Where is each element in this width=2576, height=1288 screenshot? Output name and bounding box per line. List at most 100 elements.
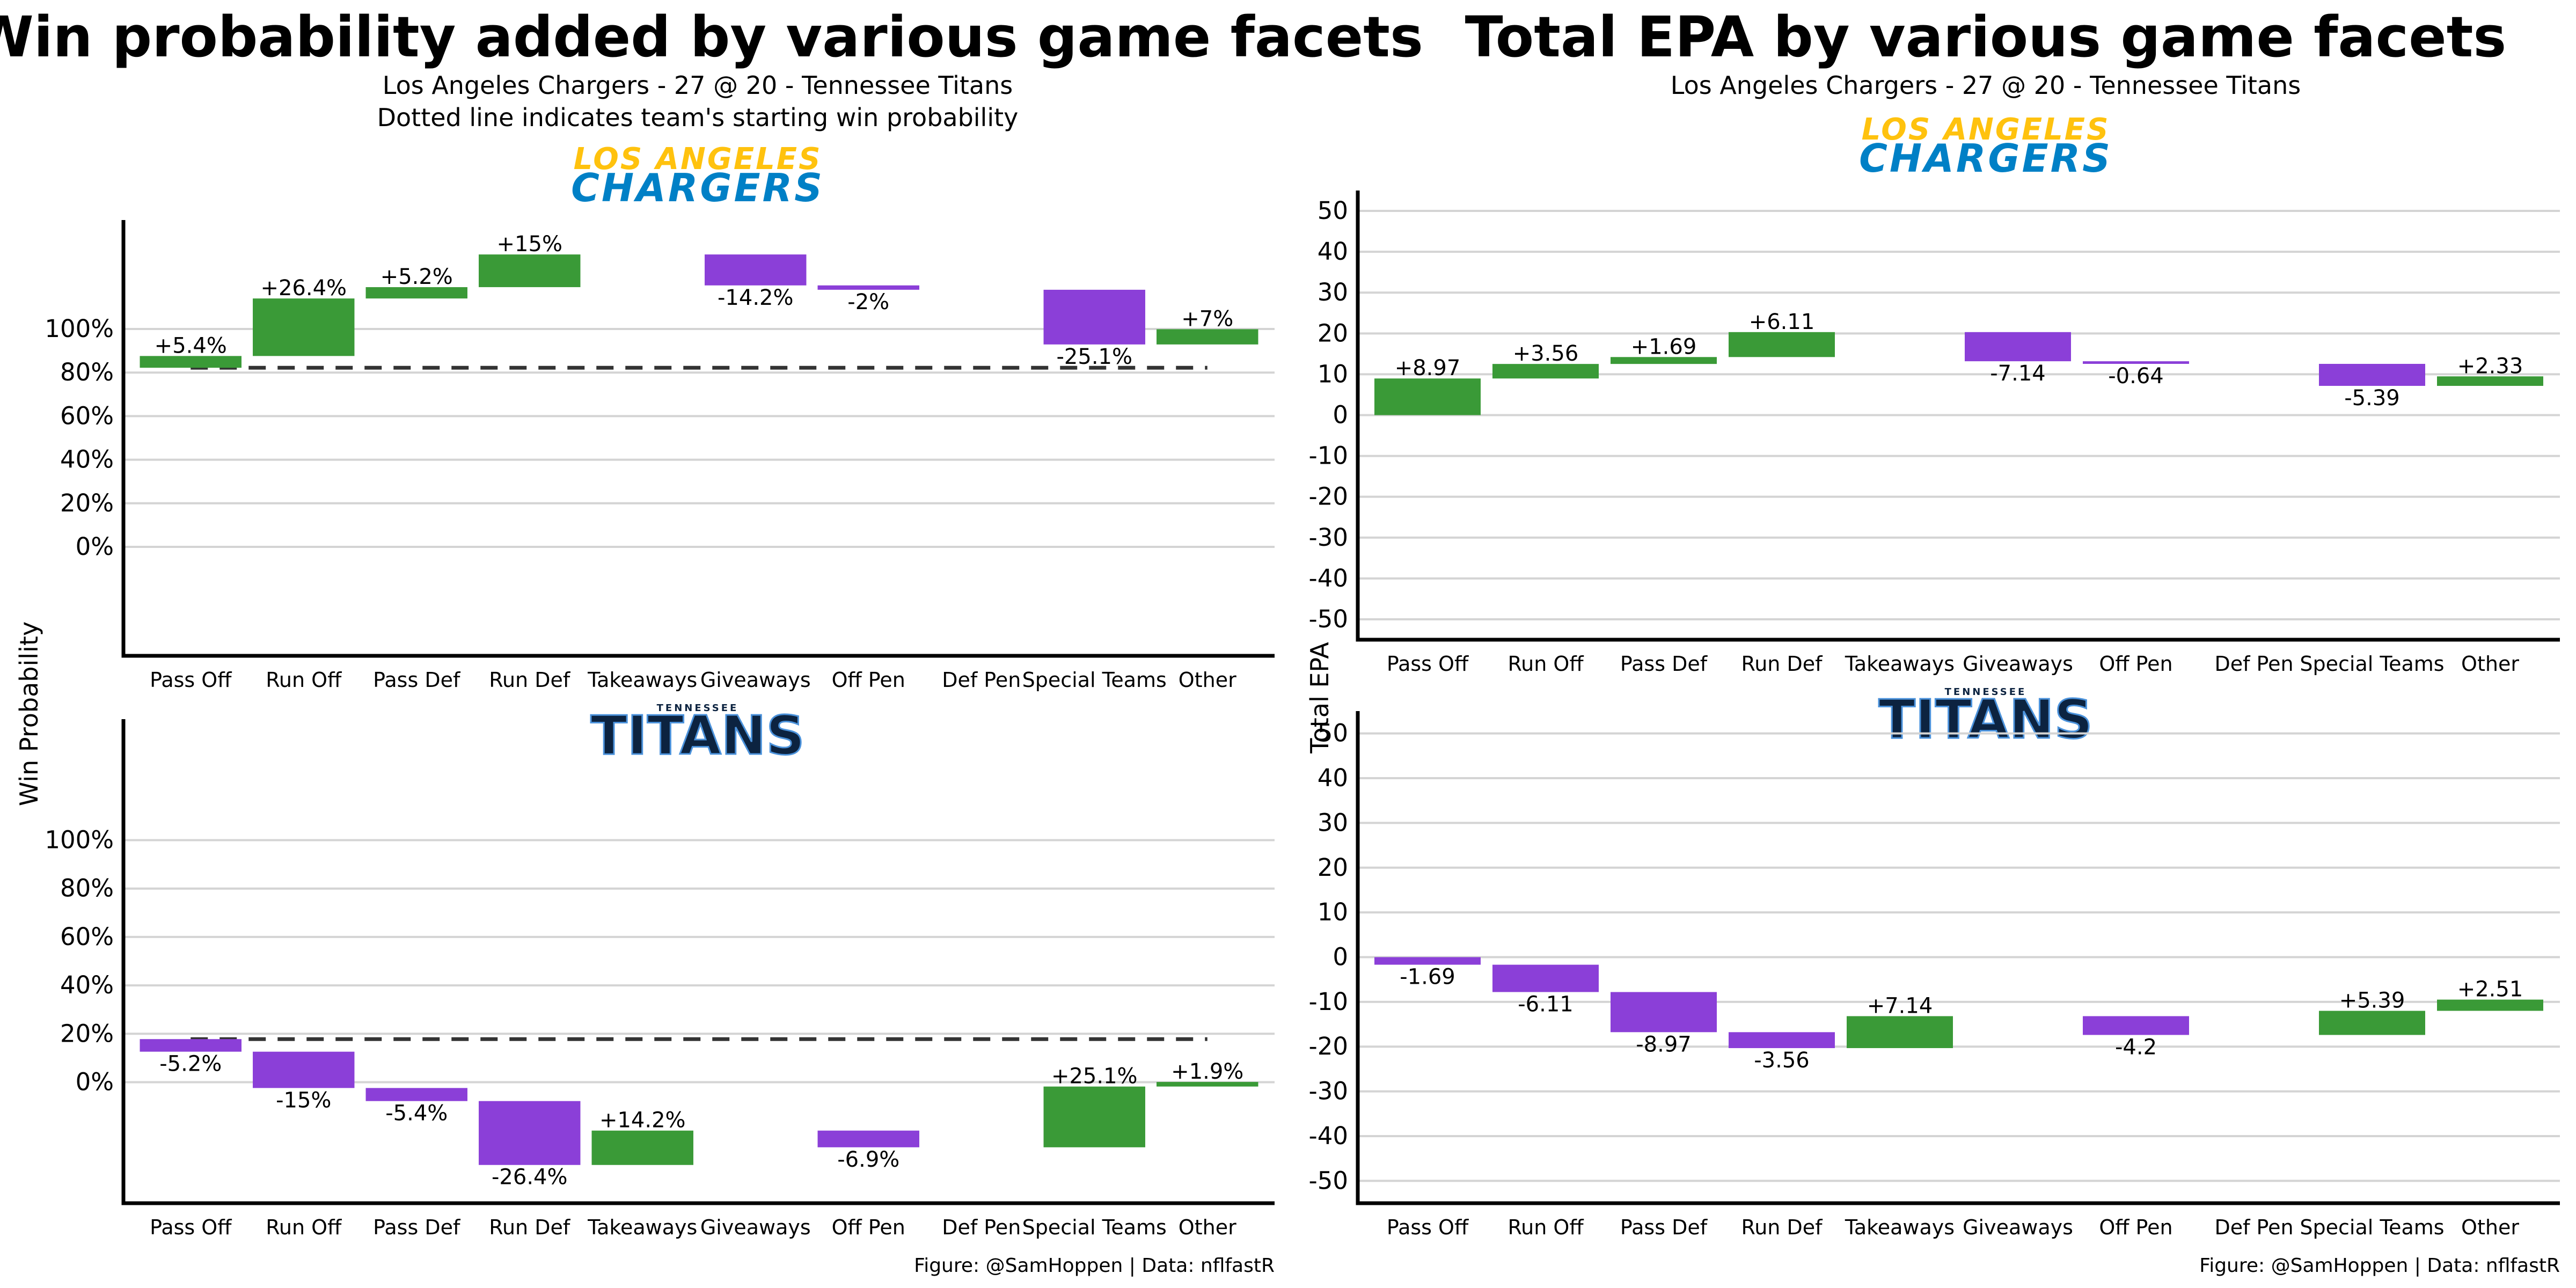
epa-titans-bar-off-pen <box>2083 1016 2189 1035</box>
epa-titans-bar-special-teams <box>2319 1011 2425 1035</box>
wpa-titans-x-tick-label-pass-def: Pass Def <box>373 1216 461 1239</box>
wpa-chargers-x-tick-label-pass-off: Pass Off <box>150 668 232 692</box>
epa-titans-data-label-special-teams: +5.39 <box>2339 989 2405 1013</box>
wpa-titans-bar-run-off <box>253 1051 355 1088</box>
epa-titans-x-tick-label-other: Other <box>2461 1216 2519 1239</box>
wpa-chargers-x-tick-label-giveaways: Giveaways <box>700 668 811 692</box>
epa-titans-data-label-run-def: -3.56 <box>1754 1048 1810 1073</box>
wpa-titans-data-label-other: +1.9% <box>1171 1059 1243 1084</box>
epa-chargers-data-label-giveaways: -7.14 <box>1990 361 2046 386</box>
epa-titans-bar-other <box>2437 999 2543 1011</box>
wpa-chargers-bar-pass-off <box>140 356 241 368</box>
epa-chargers-y-tick-label: 20 <box>1318 319 1348 347</box>
wpa-subtitle-line2: Dotted line indicates team's starting wi… <box>377 103 1019 132</box>
epa-chargers-x-tick-label-run-def: Run Def <box>1741 652 1824 676</box>
svg-text:TENNESSEE: TENNESSEE <box>1945 686 2027 698</box>
epa-chargers-x-tick-label-pass-def: Pass Def <box>1620 652 1708 676</box>
epa-titans-panel: -50 -40 -30 -20 -10 0 10 20 30 40 50 -1.69 -6.11 -8.9… <box>1309 711 2560 1239</box>
wpa-chargers-y-tick-label: 100% <box>45 314 114 343</box>
epa-titans-y-tick-label: 50 <box>1318 719 1348 748</box>
svg-text:CHARGERS: CHARGERS <box>1859 136 2112 181</box>
epa-chargers-y-tick-label: 40 <box>1318 237 1348 266</box>
epa-chargers-bar-special-teams <box>2319 364 2425 386</box>
wpa-titans-bar-takeaways <box>591 1130 693 1165</box>
wpa-chargers-axis-lines <box>121 220 1275 658</box>
epa-titans-axis-lines <box>1356 711 2560 1205</box>
wpa-titans-bar-pass-def <box>365 1088 467 1101</box>
epa-titans-y-tick-label: -30 <box>1309 1077 1349 1106</box>
wpa-titans-y-tick-label: 80% <box>60 874 114 903</box>
wpa-titans-y-tick-label: 40% <box>60 971 114 999</box>
epa-chargers-y-tick-label: -40 <box>1309 564 1349 592</box>
wpa-titans-axis-lines <box>121 719 1275 1205</box>
epa-chargers-bar-off-pen <box>2083 361 2189 364</box>
epa-titans-data-label-pass-def: -8.97 <box>1636 1032 1692 1057</box>
wpa-chargers-bar-run-off <box>253 298 355 356</box>
svg-text:LOS ANGELES: LOS ANGELES <box>574 142 822 177</box>
wpa-chargers-data-label-off-pen: -2% <box>847 290 889 314</box>
wpa-titans-bar-pass-off <box>140 1039 241 1052</box>
wpa-chargers-y-tick-label: 40% <box>60 445 114 474</box>
epa-chargers-y-tick-label: -30 <box>1309 523 1349 552</box>
epa-titans-bar-pass-def <box>1611 992 1717 1033</box>
wpa-titans-x-tick-label-pass-off: Pass Off <box>150 1216 232 1239</box>
wpa-chargers-bar-run-def <box>479 254 581 288</box>
epa-titans-x-tick-label-special-teams: Special Teams <box>2300 1216 2444 1239</box>
wpa-titans-x-tick-label-def-pen: Def Pen <box>942 1216 1021 1239</box>
wpa-titans-bar-run-def <box>479 1101 581 1165</box>
epa-title: Total EPA by various game facets <box>1465 4 2507 70</box>
wpa-titans-data-label-special-teams: +25.1% <box>1051 1064 1138 1089</box>
wpa-chargers-data-label-run-off: +26.4% <box>260 276 347 301</box>
wpa-titans-bar-other <box>1157 1082 1258 1087</box>
epa-subtitle-line1: Los Angeles Chargers - 27 @ 20 - Tenness… <box>1671 71 2301 100</box>
epa-chargers-y-tick-label: 10 <box>1318 360 1348 388</box>
wpa-subtitle-line1: Los Angeles Chargers - 27 @ 20 - Tenness… <box>383 71 1013 100</box>
epa-chargers-y-tick-label: 0 <box>1333 401 1348 429</box>
epa-titans-data-label-takeaways: +7.14 <box>1867 993 1933 1018</box>
epa-titans-y-tick-label: -40 <box>1309 1122 1349 1150</box>
epa-y-axis-title: Total EPA <box>1305 642 1334 754</box>
epa-titans-x-tick-label-run-def: Run Def <box>1741 1216 1824 1239</box>
wpa-titans-panel: 0% 20% 40% 60% 80% 100% -5.2% -15% -5.4% -26.4% +1… <box>45 719 1275 1239</box>
epa-chargers-x-tick-label-run-off: Run Off <box>1507 652 1584 676</box>
wpa-chargers-x-tick-label-run-def: Run Def <box>489 668 571 692</box>
wpa-chargers-x-tick-label-off-pen: Off Pen <box>832 668 905 692</box>
wpa-titans-y-tick-label: 20% <box>60 1019 114 1048</box>
epa-titans-y-tick-label: -20 <box>1309 1032 1349 1060</box>
epa-titans-x-tick-label-pass-def: Pass Def <box>1620 1216 1708 1239</box>
epa-chargers-y-tick-label: 30 <box>1318 278 1348 306</box>
wpa-chargers-bar-pass-def <box>365 287 467 299</box>
epa-chargers-data-label-off-pen: -0.64 <box>2108 364 2164 389</box>
epa-chargers-x-tick-label-off-pen: Off Pen <box>2099 652 2172 676</box>
epa-titans-y-tick-label: 20 <box>1318 853 1348 882</box>
epa-caption: Figure: @SamHoppen | Data: nflfastR <box>2199 1255 2560 1277</box>
wpa-chargers-data-label-special-teams: -25.1% <box>1056 345 1132 369</box>
wpa-titans-bar-off-pen <box>817 1130 919 1147</box>
epa-chargers-bar-pass-def <box>1611 357 1717 364</box>
epa-chargers-x-tick-label-giveaways: Giveaways <box>1963 652 2073 676</box>
wpa-chargers-data-label-pass-def: +5.2% <box>380 265 453 289</box>
wpa-titans-x-tick-label-run-off: Run Off <box>266 1216 342 1239</box>
wpa-y-axis-title: Win Probability <box>14 621 43 806</box>
svg-text:TITANS: TITANS <box>1879 688 2093 751</box>
epa-titans-data-label-pass-off: -1.69 <box>1400 965 1455 990</box>
svg-text:CHARGERS: CHARGERS <box>571 165 824 210</box>
wpa-chargers-bar-off-pen <box>817 285 919 290</box>
wpa-titans-x-tick-label-other: Other <box>1179 1216 1236 1239</box>
wpa-chargers-bar-special-teams <box>1043 289 1145 345</box>
epa-chargers-x-tick-label-def-pen: Def Pen <box>2214 652 2293 676</box>
wpa-title: Win probability added by various game fa… <box>0 4 1423 70</box>
wpa-chargers-x-tick-label-run-off: Run Off <box>266 668 342 692</box>
epa-chargers-y-tick-label: 50 <box>1318 196 1348 225</box>
epa-titans-bar-takeaways <box>1847 1016 1953 1048</box>
wpa-chargers-x-tick-label-other: Other <box>1179 668 1236 692</box>
epa-titans-x-tick-label-giveaways: Giveaways <box>1963 1216 2073 1239</box>
epa-titans-data-label-other: +2.51 <box>2457 977 2523 1002</box>
epa-titans-bar-pass-off <box>1374 957 1481 965</box>
epa-titans-y-tick-label: 30 <box>1318 808 1348 837</box>
epa-titans-y-tick-label: 10 <box>1318 898 1348 926</box>
epa-titans-x-tick-label-def-pen: Def Pen <box>2214 1216 2293 1239</box>
epa-chargers-y-tick-label: -50 <box>1309 605 1349 633</box>
